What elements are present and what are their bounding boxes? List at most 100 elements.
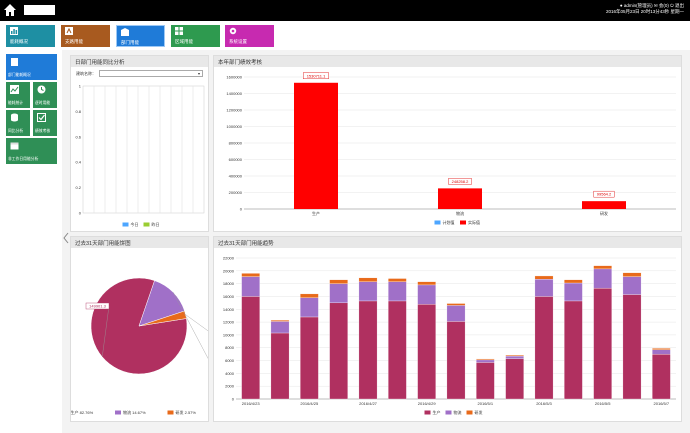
sidebar-item-label: 部门能耗概况 <box>8 73 31 77</box>
y-tick-label: 16000 <box>223 294 235 299</box>
nav-area[interactable]: 区域用能 <box>171 25 220 47</box>
bar-segment <box>446 303 466 306</box>
legend-label: 生产 <box>433 409 441 415</box>
sidebar-item-stats[interactable]: 能耗统计 <box>6 82 30 108</box>
x-tick-label: 2016/5/7 <box>654 401 670 406</box>
collapse-arrow-icon[interactable] <box>63 232 69 244</box>
plot-area <box>82 85 205 214</box>
pie-slice <box>138 310 187 327</box>
data-label-box <box>303 72 329 79</box>
data-label-box <box>448 178 472 185</box>
branch-icon <box>65 27 73 35</box>
building-select[interactable]: ▾ <box>99 70 203 77</box>
y-tick-label: 1600000 <box>226 75 242 80</box>
nav-branch-label: 支路用能 <box>65 39 83 44</box>
bar-segment <box>358 281 378 302</box>
legend-swatch <box>143 222 150 227</box>
annual-chart: 0 200000 400000 600000 800000 1000000 1200000 1… <box>226 72 676 225</box>
sidebar-item-label: 同比分析 <box>8 129 24 133</box>
panel-daily: 日部门用能同比分析 建筑名称： ▾ 0 0.2 0.4 0.6 0.8 1 今日 昨日 <box>70 55 209 232</box>
logo <box>24 5 55 15</box>
bar-segment <box>622 276 642 295</box>
y-tick-label: 0 <box>232 397 235 402</box>
data-label: 149901.3 <box>89 304 106 309</box>
bar-segment <box>300 293 319 298</box>
x-tick-label: 2016/5/5 <box>595 401 611 406</box>
bar-segment <box>241 276 260 297</box>
bar-segment <box>476 358 495 361</box>
y-tick-label: 14000 <box>223 307 235 312</box>
top-bar: ● admin(管理员) ✉ 会(0) ⏻ 退出 2016年05月23日 20时… <box>0 0 690 21</box>
x-tick-label: 物流 <box>456 210 464 216</box>
building-select-label: 建筑名称： <box>76 71 96 76</box>
bar-segment <box>241 296 260 400</box>
y-tick-label: 0.2 <box>75 185 81 190</box>
bar-segment <box>417 303 436 400</box>
leader-line <box>102 305 110 357</box>
x-tick-label: 研发 <box>600 210 608 216</box>
pie-chart: 149901.326546.44656.1生产 82.76%物流 14.67%研… <box>71 277 208 415</box>
y-tick-label: 10000 <box>223 332 235 337</box>
daily-chart: 0 0.2 0.4 0.6 0.8 1 今日 昨日 <box>75 84 205 227</box>
x-tick-label: 2016/4/25 <box>300 401 319 406</box>
bar-segment <box>652 349 671 355</box>
panel-annual: 本年部门绩效考核 0 200000 400000 600000 800000 100000… <box>213 55 682 232</box>
bar-segment <box>476 359 495 363</box>
legend-label: 物流 14.67% <box>123 409 146 415</box>
y-tick-label: 200000 <box>229 190 243 195</box>
nav-area-label: 区域用能 <box>175 39 193 44</box>
panel-title: 过去31天部门用能饼图 <box>71 237 208 248</box>
nav-department-label: 部门用能 <box>121 40 139 45</box>
gear-icon <box>229 27 237 35</box>
nav-settings[interactable]: 系统设置 <box>225 25 274 47</box>
bar-segment <box>564 282 583 302</box>
building-icon <box>121 28 129 36</box>
legend-label: 计划值 <box>443 219 455 225</box>
sidebar-item-performance[interactable]: 绩效考核 <box>33 110 57 136</box>
legend-label: 研发 2.57% <box>176 409 197 415</box>
sidebar-item-label: 绩效考核 <box>35 129 51 133</box>
sidebar-item-label: 能耗统计 <box>8 101 24 105</box>
sidebar-item-yoy[interactable]: 同比分析 <box>6 110 30 136</box>
bar-segment <box>270 321 290 334</box>
sidebar-item-label: 非工作日用能分析 <box>8 157 39 161</box>
y-tick-label: 2000 <box>225 384 235 389</box>
bar-segment <box>505 355 524 359</box>
bar-segment <box>446 321 466 400</box>
sidebar-item-label: 逐时用能 <box>35 101 51 105</box>
bar-segment <box>593 287 612 400</box>
logout-link[interactable]: 退出 <box>675 3 684 8</box>
home-icon[interactable] <box>3 3 17 17</box>
bar-segment <box>446 305 466 322</box>
sidebar-item-nonworkday[interactable]: 非工作日用能分析 <box>6 138 57 164</box>
y-tick-label: 4000 <box>225 371 235 376</box>
nav-department[interactable]: 部门用能 <box>116 25 165 47</box>
bar-segment <box>593 265 612 270</box>
bar-segment <box>388 300 407 400</box>
bar-segment <box>564 279 583 284</box>
y-tick-label: 0 <box>79 211 82 216</box>
user-name[interactable]: admin(管理员) <box>623 3 653 8</box>
data-label-box <box>593 190 615 198</box>
sidebar-item-hourly[interactable]: 逐时用能 <box>33 82 57 108</box>
leader-line <box>172 292 208 359</box>
nav-branch[interactable]: 支路用能 <box>61 25 110 47</box>
power-icon: ⏻ <box>670 3 674 8</box>
sidebar-item-dept-overview[interactable]: 部门能耗概况 <box>6 54 57 80</box>
bar-segment <box>534 296 554 400</box>
data-label: 99564.2 <box>597 192 612 197</box>
nav-overview[interactable]: 能耗概况 <box>6 25 55 47</box>
message-link[interactable]: 会(0) <box>658 3 669 8</box>
bar-segment <box>417 281 436 286</box>
bar-actual <box>294 82 338 209</box>
x-tick-label: 2016/5/1 <box>478 401 494 406</box>
legend-label: 研发 <box>475 409 483 415</box>
panel-title: 日部门用能同比分析 <box>71 56 208 67</box>
grid-icon <box>175 27 183 35</box>
bar-actual <box>438 188 482 209</box>
check-icon <box>37 113 46 122</box>
data-label-box <box>85 302 110 310</box>
bar-segment <box>270 320 290 322</box>
legend-swatch <box>424 410 431 415</box>
y-tick-label: 20000 <box>223 268 235 273</box>
